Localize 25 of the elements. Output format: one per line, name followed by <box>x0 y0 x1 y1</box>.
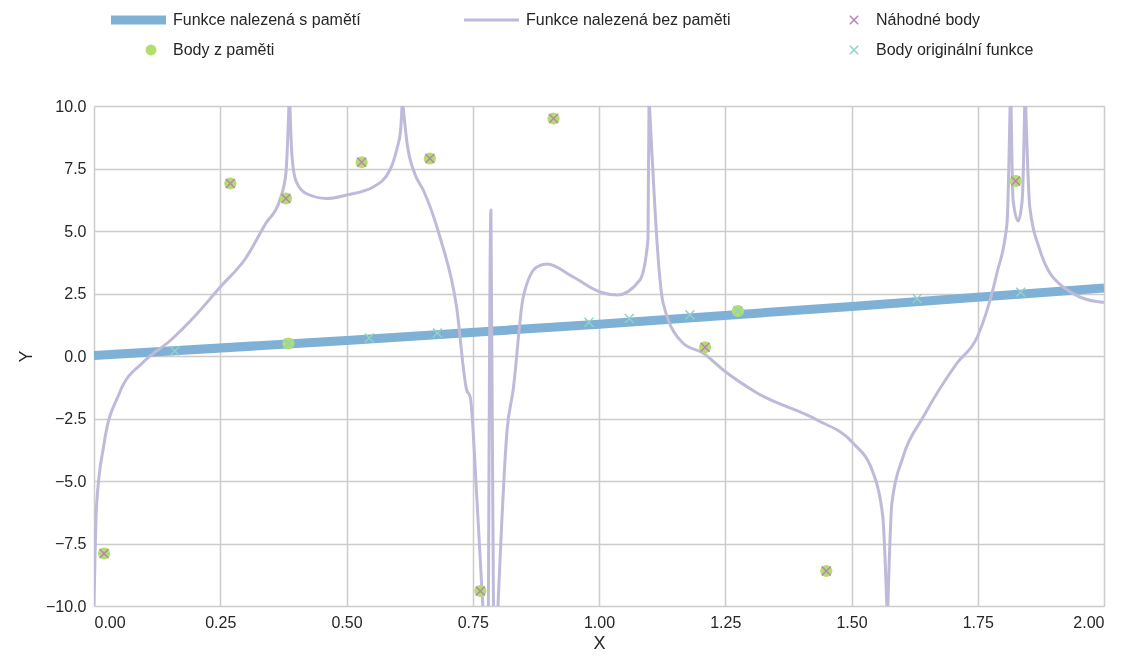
x-tick-label: 1.00 <box>583 613 616 631</box>
y-tick-label: 7.5 <box>64 160 87 177</box>
y-tick-label: 2.5 <box>64 285 87 302</box>
legend-label: Funkce nalezená s pamětí <box>173 11 362 28</box>
x-tick-label: 0.75 <box>457 613 489 631</box>
x-axis-title: X <box>593 632 606 653</box>
legend-label: Body originální funkce <box>876 41 1034 58</box>
x-tick-label: 0.00 <box>94 613 126 631</box>
x-tick-label: 1.25 <box>710 613 742 631</box>
y-tick-label: −10.0 <box>46 597 87 615</box>
y-tick-label: 10.0 <box>55 97 87 115</box>
y-tick-label: −2.5 <box>54 410 87 427</box>
y-tick-label: 0.0 <box>64 347 87 365</box>
y-tick-label: 5.0 <box>64 222 87 240</box>
x-tick-label: 0.50 <box>331 613 363 631</box>
y-tick-label: −5.0 <box>54 472 87 490</box>
x-tick-label: 2.00 <box>1073 613 1105 631</box>
legend-label: Body z paměti <box>173 41 275 58</box>
legend-label: Funkce nalezená bez paměti <box>526 11 731 28</box>
legend-label: Náhodné body <box>876 11 981 28</box>
y-axis-title: Y <box>16 350 37 363</box>
x-tick-label: 0.25 <box>205 613 237 631</box>
x-tick-label: 1.50 <box>836 613 868 631</box>
y-tick-label: −7.5 <box>54 535 87 552</box>
x-tick-label: 1.75 <box>962 613 994 631</box>
